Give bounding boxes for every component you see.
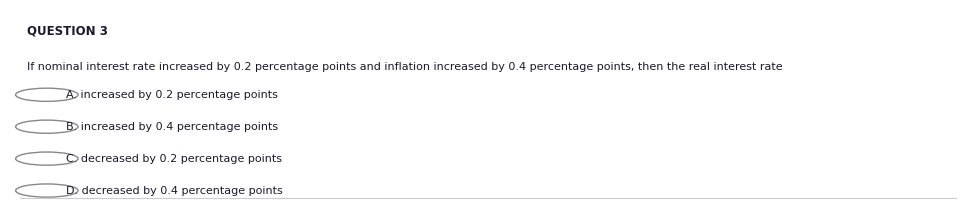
Text: B. increased by 0.4 percentage points: B. increased by 0.4 percentage points — [66, 122, 278, 132]
Text: C. decreased by 0.2 percentage points: C. decreased by 0.2 percentage points — [66, 154, 282, 164]
Text: D. decreased by 0.4 percentage points: D. decreased by 0.4 percentage points — [66, 186, 283, 195]
Text: If nominal interest rate increased by 0.2 percentage points and inflation increa: If nominal interest rate increased by 0.… — [27, 62, 783, 72]
Text: QUESTION 3: QUESTION 3 — [27, 25, 108, 38]
Text: A. increased by 0.2 percentage points: A. increased by 0.2 percentage points — [66, 90, 278, 100]
